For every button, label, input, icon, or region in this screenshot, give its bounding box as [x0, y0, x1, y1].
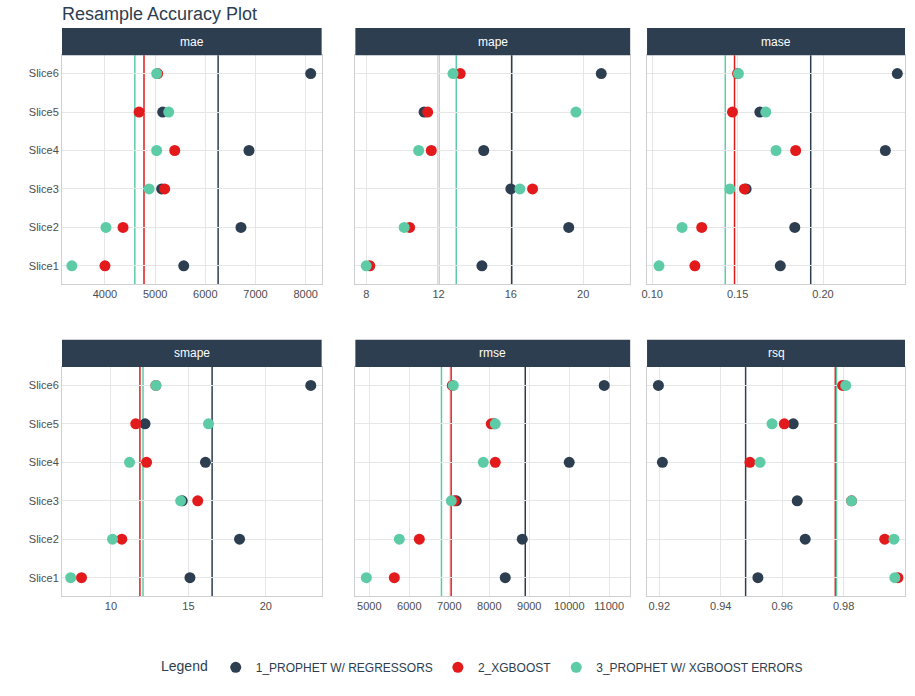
svg-text:4000: 4000: [93, 288, 117, 300]
svg-text:Slice4: Slice4: [29, 456, 59, 468]
svg-text:Slice2: Slice2: [29, 533, 59, 545]
svg-text:7000: 7000: [437, 600, 461, 612]
svg-text:15: 15: [182, 600, 194, 612]
svg-text:12: 12: [432, 288, 444, 300]
svg-text:2_XGBOOST: 2_XGBOOST: [478, 661, 551, 675]
svg-text:7000: 7000: [243, 288, 267, 300]
svg-text:Slice1: Slice1: [29, 572, 59, 584]
svg-text:mape: mape: [478, 35, 508, 49]
svg-text:Slice3: Slice3: [29, 495, 59, 507]
svg-text:3_PROPHET W/ XGBOOST ERRORS: 3_PROPHET W/ XGBOOST ERRORS: [596, 661, 802, 675]
svg-text:8000: 8000: [293, 288, 317, 300]
svg-text:mase: mase: [761, 35, 791, 49]
svg-text:6000: 6000: [397, 600, 421, 612]
svg-text:Slice5: Slice5: [29, 106, 59, 118]
svg-text:0.94: 0.94: [710, 600, 731, 612]
svg-text:10: 10: [105, 600, 117, 612]
svg-text:8000: 8000: [477, 600, 501, 612]
svg-text:0.96: 0.96: [771, 600, 792, 612]
svg-text:10000: 10000: [554, 600, 585, 612]
svg-text:20: 20: [260, 600, 272, 612]
svg-text:Slice1: Slice1: [29, 260, 59, 272]
svg-text:9000: 9000: [517, 600, 541, 612]
svg-text:5000: 5000: [143, 288, 167, 300]
svg-text:rmse: rmse: [479, 346, 506, 360]
svg-text:8: 8: [363, 288, 369, 300]
svg-text:smape: smape: [174, 346, 210, 360]
svg-text:rsq: rsq: [768, 346, 785, 360]
svg-text:mae: mae: [180, 35, 204, 49]
svg-text:Slice6: Slice6: [29, 67, 59, 79]
svg-text:11000: 11000: [594, 600, 624, 612]
svg-text:6000: 6000: [193, 288, 217, 300]
svg-text:Slice6: Slice6: [29, 379, 59, 391]
svg-text:Resample Accuracy Plot: Resample Accuracy Plot: [62, 4, 257, 24]
svg-text:Legend: Legend: [161, 658, 208, 674]
svg-text:16: 16: [505, 288, 517, 300]
svg-text:0.10: 0.10: [641, 288, 662, 300]
svg-text:Slice4: Slice4: [29, 144, 59, 156]
svg-text:Slice3: Slice3: [29, 183, 59, 195]
svg-text:Slice5: Slice5: [29, 418, 59, 430]
svg-text:0.98: 0.98: [833, 600, 854, 612]
svg-text:0.15: 0.15: [727, 288, 748, 300]
svg-text:0.20: 0.20: [812, 288, 833, 300]
svg-text:0.92: 0.92: [649, 600, 670, 612]
svg-text:1_PROPHET W/ REGRESSORS: 1_PROPHET W/ REGRESSORS: [256, 661, 433, 675]
svg-text:Slice2: Slice2: [29, 221, 59, 233]
svg-text:5000: 5000: [357, 600, 381, 612]
svg-text:20: 20: [577, 288, 589, 300]
